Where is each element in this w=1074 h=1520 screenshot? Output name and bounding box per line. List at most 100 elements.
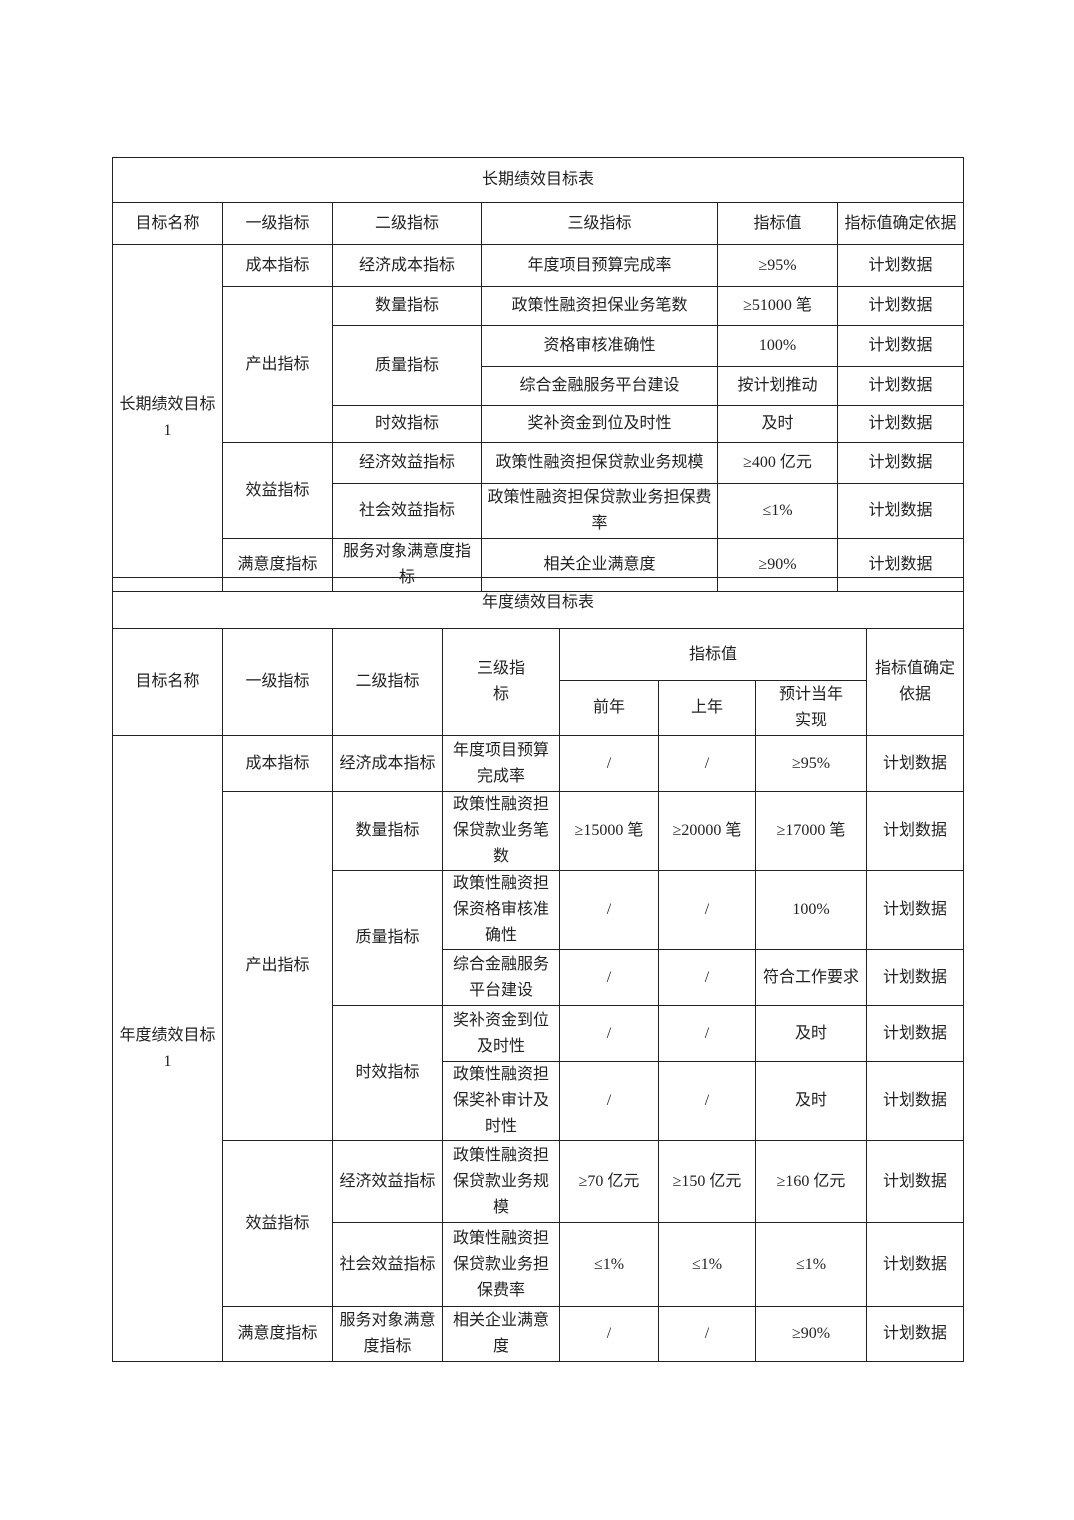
table-row: 时效指标 奖补资金到位及时性 及时 计划数据	[113, 405, 965, 443]
table-title: 长期绩效目标表	[111, 157, 965, 203]
level3-cell: 政策性融资担保贷款业务担保费率	[481, 483, 718, 539]
value-cell: 按计划推动	[717, 366, 838, 406]
value-cell: /	[559, 1005, 659, 1062]
goal-name: 年度绩效目标1	[112, 735, 223, 1362]
basis-cell: 计划数据	[836, 405, 965, 443]
value-cell: /	[658, 870, 756, 950]
level2-cell: 数量指标	[332, 286, 482, 326]
level2-cell: 数量指标	[332, 791, 443, 871]
value-cell: /	[559, 870, 659, 950]
basis-cell: 计划数据	[836, 483, 965, 539]
value-cell: ≥17000 笔	[755, 791, 867, 871]
level3-cell: 综合金融服务平台建设	[442, 949, 560, 1006]
table-row: 产出指标 数量指标 政策性融资担保贷款业务笔数 ≥15000 笔 ≥20000 …	[113, 791, 965, 1141]
value-cell: /	[559, 735, 659, 792]
value-cell: 符合工作要求	[755, 949, 867, 1006]
value-cell: /	[559, 949, 659, 1006]
level3-cell: 综合金融服务平台建设	[481, 366, 718, 406]
basis-cell: 计划数据	[865, 735, 965, 792]
header-cell: 预计当年实现	[755, 680, 867, 736]
header-cell: 指标值	[717, 202, 838, 245]
level2-cell: 质量指标	[332, 870, 443, 1006]
basis-cell: 计划数据	[865, 870, 965, 950]
value-cell: ≥400 亿元	[717, 442, 838, 484]
level2-cell: 服务对象满意度指标	[332, 1306, 443, 1362]
basis-cell: 计划数据	[865, 1306, 965, 1362]
basis-cell: 计划数据	[865, 791, 965, 871]
level2-cell: 社会效益指标	[332, 483, 482, 539]
annual-goal-table: 年度绩效目标表 目标名称 一级指标 二级指标 三级指标 指标值 指标值确定依据 …	[111, 577, 965, 1362]
value-cell: /	[658, 1306, 756, 1362]
level2-cell: 质量指标	[332, 325, 482, 406]
level3-cell: 资格审核准确性	[481, 325, 718, 367]
level3-cell: 政策性融资担保资格审核准确性	[442, 870, 560, 950]
level1-cell: 成本指标	[222, 244, 333, 287]
header-cell: 指标值	[559, 628, 867, 681]
value-cell: /	[658, 1061, 756, 1141]
table-row: 质量指标 资格审核准确性 100% 计划数据	[113, 325, 965, 406]
level3-cell: 年度项目预算完成率	[442, 735, 560, 792]
level2-cell: 经济效益指标	[332, 1140, 443, 1223]
header-cell: 指标值确定依据	[836, 202, 965, 245]
value-cell: ≤1%	[717, 483, 838, 539]
table-row: 质量指标 政策性融资担保资格审核准确性 / / 100% 计划数据	[113, 870, 965, 1006]
header-cell: 一级指标	[222, 628, 333, 736]
table-title: 年度绩效目标表	[111, 577, 965, 629]
level1-cell: 满意度指标	[222, 1306, 333, 1362]
level1-cell: 效益指标	[222, 442, 333, 539]
table-row: 社会效益指标 政策性融资担保贷款业务担保费率 ≤1% 计划数据	[113, 483, 965, 539]
level3-cell: 政策性融资担保贷款业务笔数	[442, 791, 560, 871]
header-cell: 前年	[559, 680, 659, 736]
level3-cell: 相关企业满意度	[442, 1306, 560, 1362]
table-row: 社会效益指标 政策性融资担保贷款业务担保费率 ≤1% ≤1% ≤1% 计划数据	[113, 1222, 965, 1307]
header-cell: 二级指标	[332, 202, 482, 245]
value-cell: ≥51000 笔	[717, 286, 838, 326]
value-cell: ≤1%	[755, 1222, 867, 1307]
level2-cell: 社会效益指标	[332, 1222, 443, 1307]
level2-cell: 经济效益指标	[332, 442, 482, 484]
value-cell: ≥70 亿元	[559, 1140, 659, 1223]
value-cell: /	[658, 1005, 756, 1062]
level3-cell: 政策性融资担保贷款业务担保费率	[442, 1222, 560, 1307]
table-row: 满意度指标 服务对象满意度指标 相关企业满意度 / / ≥90% 计划数据	[113, 1306, 965, 1362]
header-cell: 三级指标	[481, 202, 718, 245]
goal-name: 长期绩效目标1	[112, 244, 223, 592]
level3-cell: 政策性融资担保奖补审计及时性	[442, 1061, 560, 1141]
basis-cell: 计划数据	[865, 1005, 965, 1062]
basis-cell: 计划数据	[836, 366, 965, 406]
basis-cell: 计划数据	[865, 949, 965, 1006]
value-cell: 及时	[755, 1005, 867, 1062]
value-cell: 及时	[717, 405, 838, 443]
level3-cell: 年度项目预算完成率	[481, 244, 718, 287]
header-cell: 目标名称	[112, 628, 223, 736]
level1-cell: 效益指标	[222, 1140, 333, 1307]
value-cell: ≥160 亿元	[755, 1140, 867, 1223]
level1-cell: 产出指标	[222, 791, 333, 1141]
value-cell: ≥20000 笔	[658, 791, 756, 871]
table-row: 长期绩效目标1 成本指标 经济成本指标 年度项目预算完成率 ≥95% 计划数据	[112, 244, 965, 592]
header-cell: 三级指标	[442, 628, 560, 736]
value-cell: ≤1%	[559, 1222, 659, 1307]
table-row: 综合金融服务平台建设 按计划推动 计划数据	[113, 366, 965, 406]
table-row: 产出指标 数量指标 政策性融资担保业务笔数 ≥51000 笔 计划数据	[113, 286, 965, 443]
value-cell: 及时	[755, 1061, 867, 1141]
value-cell: ≥150 亿元	[658, 1140, 756, 1223]
level3-cell: 奖补资金到位及时性	[442, 1005, 560, 1062]
value-cell: ≥15000 笔	[559, 791, 659, 871]
header-cell: 指标值确定依据	[865, 628, 965, 736]
basis-cell: 计划数据	[836, 244, 965, 287]
level2-cell: 服务对象满意度指标	[332, 538, 482, 592]
long-term-goal-table: 长期绩效目标表 目标名称 一级指标 二级指标 三级指标 指标值 指标值确定依据 …	[111, 157, 965, 592]
header-cell: 上年	[658, 680, 756, 736]
level2-cell: 时效指标	[332, 1005, 443, 1141]
value-cell: /	[559, 1061, 659, 1141]
table-row: 年度绩效目标1 成本指标 经济成本指标 年度项目预算完成率 / / ≥95% 计…	[112, 735, 965, 1362]
table-row: 效益指标 经济效益指标 政策性融资担保贷款业务规模 ≥70 亿元 ≥150 亿元…	[113, 1140, 965, 1307]
value-cell: ≥90%	[755, 1306, 867, 1362]
table-row: 政策性融资担保奖补审计及时性 / / 及时 计划数据	[113, 1061, 965, 1141]
value-cell: /	[559, 1306, 659, 1362]
basis-cell: 计划数据	[865, 1061, 965, 1141]
header-cell: 一级指标	[222, 202, 333, 245]
level3-cell: 政策性融资担保贷款业务规模	[442, 1140, 560, 1223]
level2-cell: 时效指标	[332, 405, 482, 443]
